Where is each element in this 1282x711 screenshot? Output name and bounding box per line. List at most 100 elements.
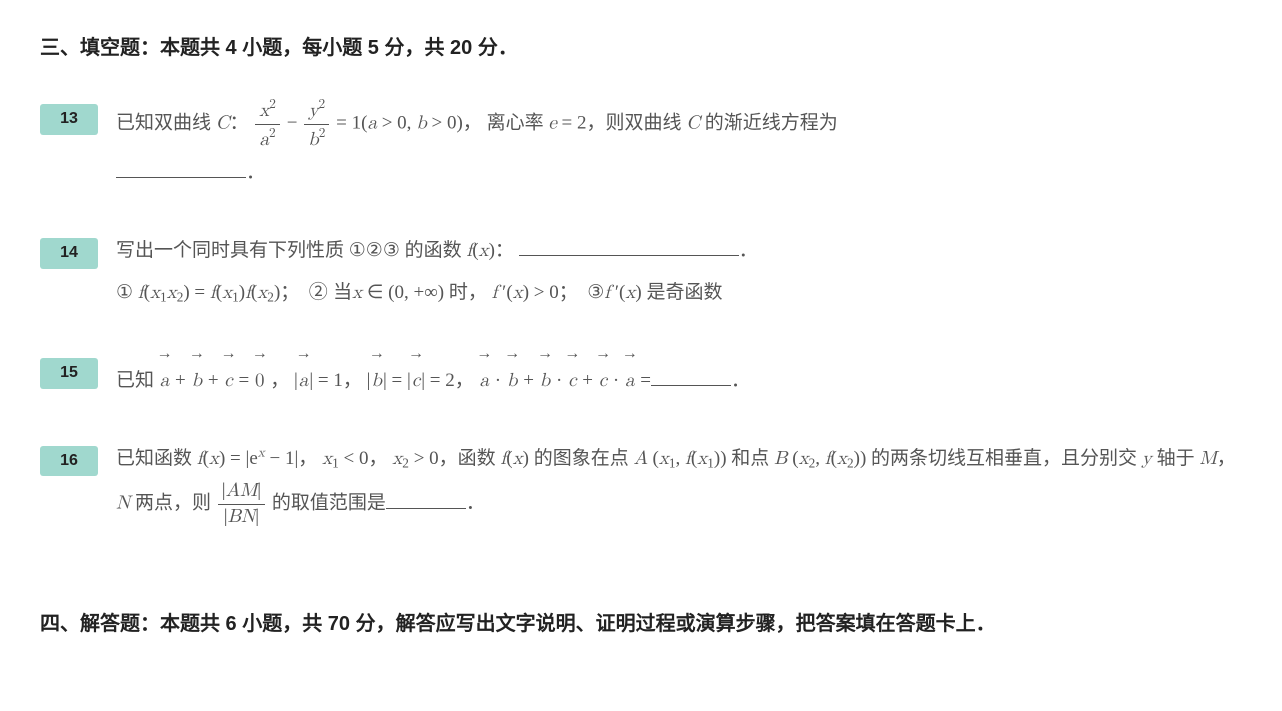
text: = |e (225, 448, 257, 469)
var: f (685, 449, 691, 468)
var: c (599, 371, 607, 390)
vector-a: →a (299, 350, 309, 402)
text: | = 2， (421, 370, 474, 391)
var: a (260, 130, 270, 149)
answer-blank (386, 492, 466, 509)
text: ： (495, 240, 514, 261)
var: b (507, 371, 518, 390)
text: ( (787, 448, 798, 469)
var: x (697, 449, 707, 468)
var: a (367, 114, 377, 133)
var: b (308, 130, 319, 149)
sub: 2 (847, 455, 854, 470)
fraction: |AM| |BN| (218, 479, 265, 529)
var: y (308, 101, 318, 120)
sub: 1 (707, 455, 714, 470)
vector-c: →c (412, 350, 420, 402)
question-number-badge: 13 (40, 104, 98, 135)
text: > 0, (377, 113, 416, 134)
vector-c: →c (599, 350, 607, 402)
text: 是奇函数 (642, 282, 723, 303)
var: a (299, 371, 309, 390)
vector-a: →a (480, 350, 490, 402)
answer-blank (116, 161, 246, 178)
question-body: 已知函数 f(x) = |ex − 1|， x1 < 0， x2 > 0，函数 … (116, 438, 1242, 530)
text: 的两条切线互相垂直，且分别交 (871, 448, 1142, 469)
vector-b: →b (507, 350, 518, 402)
text: 已知双曲线 (116, 113, 216, 134)
var: AM (226, 481, 258, 500)
var: 0 (255, 371, 265, 390)
text: · (490, 370, 506, 391)
vector-b: →b (192, 350, 203, 402)
var: B (774, 449, 787, 468)
var: b (416, 114, 427, 133)
text: ． (731, 370, 750, 391)
text: ， (270, 370, 289, 391)
sup: x (258, 445, 265, 459)
text: ) (720, 448, 726, 469)
text: ． (739, 240, 758, 261)
var: x (259, 101, 269, 120)
var: f (825, 449, 831, 468)
text: ． (466, 493, 485, 514)
var: f (245, 283, 251, 302)
circled-nums: ①②③ (349, 230, 400, 272)
sub: 1 (332, 455, 339, 470)
var: x (659, 449, 669, 468)
text: · (608, 370, 624, 391)
text: ， (1217, 448, 1236, 469)
sub: 2 (267, 289, 274, 304)
var: x (322, 449, 332, 468)
var: x (150, 283, 160, 302)
text: 已知函数 (116, 448, 197, 469)
var: f (492, 283, 498, 302)
fraction: x2 a2 (255, 96, 280, 152)
sub: 2 (402, 455, 409, 470)
text: = (238, 370, 253, 391)
text: | = 1， (309, 370, 362, 391)
answer-blank (651, 369, 731, 386)
text: ； (280, 282, 299, 303)
var: e (548, 114, 556, 133)
question-number-badge: 16 (40, 446, 98, 477)
text: > 0，函数 (409, 448, 500, 469)
var: c (412, 371, 420, 390)
var: x (257, 283, 267, 302)
text: 的函数 (400, 240, 467, 261)
var: x (209, 449, 219, 468)
var: f (500, 449, 506, 468)
var: b (192, 371, 203, 390)
question-16: 16 已知函数 f(x) = |ex − 1|， x1 < 0， x2 > 0，… (40, 438, 1242, 530)
text: , (815, 448, 825, 469)
section-4-header: 四、解答题：本题共 6 小题，共 70 分，解答应写出文字说明、证明过程或演算步… (40, 606, 1242, 642)
var: x (392, 449, 402, 468)
var: b (540, 371, 551, 390)
text: + (523, 370, 538, 391)
sub: 1 (669, 455, 676, 470)
vector-c: →c (568, 350, 576, 402)
var: a (625, 371, 635, 390)
text: 两点，则 (130, 493, 216, 514)
var: x (837, 449, 847, 468)
vector-a: →a (625, 350, 635, 402)
text: , (676, 448, 686, 469)
vector-zero: →0 (255, 350, 265, 402)
var: N (116, 494, 130, 513)
var: x (513, 449, 523, 468)
var: x (799, 449, 809, 468)
var: C (686, 114, 700, 133)
question-number-badge: 15 (40, 358, 98, 389)
text: + (208, 370, 223, 391)
question-body: 已知双曲线 C： x2 a2 − y2 b2 = 1(a > 0, b > 0)… (116, 96, 1242, 194)
var: x (352, 283, 362, 302)
text: + (582, 370, 597, 391)
text: = 1( (336, 113, 367, 134)
var: f (604, 283, 610, 302)
sub: 1 (232, 289, 239, 304)
question-14: 14 写出一个同时具有下列性质 ①②③ 的函数 f(x)： ． ① f(x1x2… (40, 230, 1242, 314)
var: f (210, 283, 216, 302)
circled-1: ① (116, 272, 133, 314)
text: 的取值范围是 (272, 493, 386, 514)
section-3-header: 三、填空题：本题共 4 小题，每小题 5 分，共 20 分． (40, 30, 1242, 66)
